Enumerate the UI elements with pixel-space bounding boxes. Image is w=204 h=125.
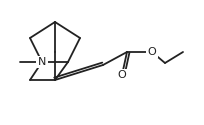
Text: N: N: [38, 57, 46, 67]
Text: O: O: [148, 47, 156, 57]
Text: O: O: [118, 70, 126, 80]
